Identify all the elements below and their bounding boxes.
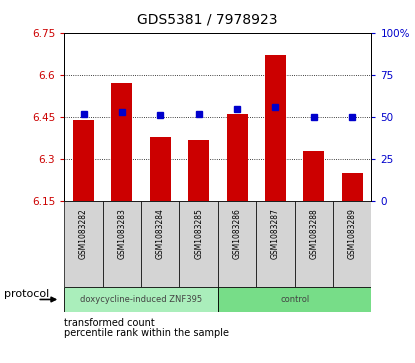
Bar: [141, 201, 180, 287]
Bar: [150, 137, 171, 201]
Text: GSM1083286: GSM1083286: [232, 208, 242, 259]
Bar: [295, 201, 333, 287]
Text: protocol: protocol: [4, 289, 49, 299]
Text: GSM1083287: GSM1083287: [271, 208, 280, 259]
Bar: [188, 139, 209, 201]
Bar: [111, 83, 132, 201]
Bar: [333, 201, 371, 287]
Bar: [218, 201, 256, 287]
Bar: [64, 201, 103, 287]
Text: GSM1083282: GSM1083282: [79, 208, 88, 259]
Text: doxycycline-induced ZNF395: doxycycline-induced ZNF395: [80, 295, 202, 304]
Bar: [64, 287, 218, 312]
Text: GDS5381 / 7978923: GDS5381 / 7978923: [137, 13, 278, 27]
Text: percentile rank within the sample: percentile rank within the sample: [64, 328, 229, 338]
Text: GSM1083285: GSM1083285: [194, 208, 203, 259]
Bar: [303, 151, 325, 201]
Text: GSM1083288: GSM1083288: [309, 208, 318, 259]
Text: GSM1083284: GSM1083284: [156, 208, 165, 259]
Text: GSM1083283: GSM1083283: [117, 208, 127, 259]
Bar: [73, 120, 94, 201]
Bar: [103, 201, 141, 287]
Bar: [227, 114, 248, 201]
Bar: [342, 174, 363, 201]
Bar: [179, 201, 218, 287]
Text: GSM1083289: GSM1083289: [348, 208, 357, 259]
Text: transformed count: transformed count: [64, 318, 155, 329]
Text: control: control: [280, 295, 309, 304]
Bar: [265, 55, 286, 201]
Bar: [256, 201, 295, 287]
Bar: [218, 287, 371, 312]
